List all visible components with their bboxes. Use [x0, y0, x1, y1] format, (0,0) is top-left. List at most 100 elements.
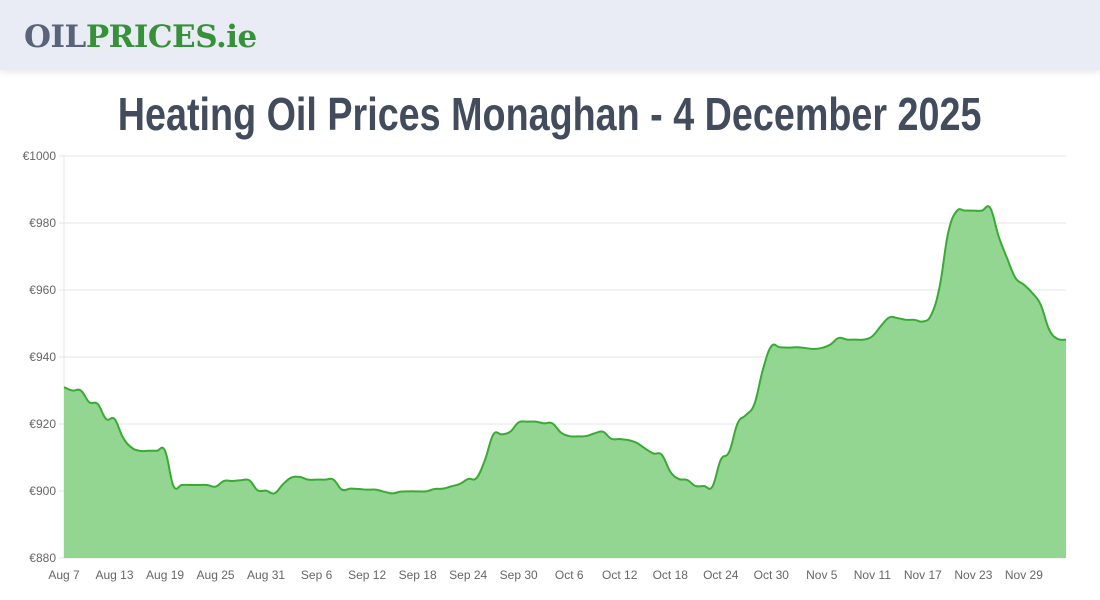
data-point[interactable] [617, 436, 623, 442]
data-point[interactable] [903, 317, 909, 323]
data-point[interactable] [314, 477, 320, 483]
data-point[interactable] [61, 384, 67, 390]
data-point[interactable] [137, 448, 143, 454]
data-point[interactable] [356, 486, 362, 492]
data-point[interactable] [852, 337, 858, 343]
data-point[interactable] [69, 388, 75, 394]
data-point[interactable] [600, 429, 606, 435]
data-point[interactable] [819, 345, 825, 351]
data-point[interactable] [1021, 282, 1027, 288]
data-point[interactable] [878, 323, 884, 329]
data-point[interactable] [558, 429, 564, 435]
data-point[interactable] [457, 481, 463, 487]
data-point[interactable] [229, 478, 235, 484]
data-point[interactable] [280, 481, 286, 487]
data-point[interactable] [701, 483, 707, 489]
data-point[interactable] [1046, 327, 1052, 333]
data-point[interactable] [920, 318, 926, 324]
data-point[interactable] [533, 419, 539, 425]
data-point[interactable] [196, 482, 202, 488]
data-point[interactable] [381, 489, 387, 495]
data-point[interactable] [1029, 290, 1035, 296]
data-point[interactable] [827, 342, 833, 348]
data-point[interactable] [339, 487, 345, 493]
data-point[interactable] [398, 489, 404, 495]
data-point[interactable] [634, 440, 640, 446]
data-point[interactable] [415, 488, 421, 494]
data-point[interactable] [1012, 275, 1018, 281]
data-point[interactable] [255, 487, 261, 493]
data-point[interactable] [802, 345, 808, 351]
data-point[interactable] [516, 419, 522, 425]
data-point[interactable] [987, 205, 993, 211]
data-point[interactable] [861, 337, 867, 343]
data-point[interactable] [625, 437, 631, 443]
data-point[interactable] [103, 416, 109, 422]
data-point[interactable] [507, 429, 513, 435]
data-point[interactable] [499, 431, 505, 437]
data-point[interactable] [1055, 336, 1061, 342]
data-point[interactable] [297, 474, 303, 480]
data-point[interactable] [1004, 255, 1010, 261]
data-point[interactable] [406, 488, 412, 494]
data-point[interactable] [187, 482, 193, 488]
data-point[interactable] [726, 449, 732, 455]
data-point[interactable] [810, 346, 816, 352]
data-point[interactable] [440, 486, 446, 492]
data-point[interactable] [650, 450, 656, 456]
data-point[interactable] [154, 448, 160, 454]
data-point[interactable] [246, 477, 252, 483]
data-point[interactable] [886, 314, 892, 320]
data-point[interactable] [962, 208, 968, 214]
data-point[interactable] [364, 487, 370, 493]
data-point[interactable] [591, 430, 597, 436]
data-point[interactable] [785, 345, 791, 351]
data-point[interactable] [768, 343, 774, 349]
data-point[interactable] [659, 452, 665, 458]
data-point[interactable] [95, 401, 101, 407]
data-point[interactable] [869, 333, 875, 339]
data-point[interactable] [474, 475, 480, 481]
data-point[interactable] [979, 208, 985, 214]
data-point[interactable] [642, 445, 648, 451]
data-point[interactable] [162, 448, 168, 454]
data-point[interactable] [844, 337, 850, 343]
data-point[interactable] [709, 484, 715, 490]
data-point[interactable] [667, 469, 673, 475]
data-point[interactable] [794, 344, 800, 350]
data-point[interactable] [996, 233, 1002, 239]
data-point[interactable] [718, 457, 724, 463]
site-logo[interactable]: OILPRICES.ie [24, 17, 257, 57]
data-point[interactable] [566, 433, 572, 439]
data-point[interactable] [204, 482, 210, 488]
data-point[interactable] [945, 230, 951, 236]
data-point[interactable] [836, 335, 842, 341]
data-point[interactable] [524, 419, 530, 425]
data-point[interactable] [145, 448, 151, 454]
data-point[interactable] [238, 477, 244, 483]
data-point[interactable] [389, 490, 395, 496]
data-point[interactable] [760, 367, 766, 373]
data-point[interactable] [970, 208, 976, 214]
data-point[interactable] [693, 483, 699, 489]
data-point[interactable] [322, 477, 328, 483]
data-point[interactable] [120, 434, 126, 440]
data-point[interactable] [112, 416, 118, 422]
data-point[interactable] [583, 433, 589, 439]
data-point[interactable] [272, 490, 278, 496]
data-point[interactable] [179, 482, 185, 488]
data-point[interactable] [777, 344, 783, 350]
data-point[interactable] [549, 420, 555, 426]
data-point[interactable] [78, 388, 84, 394]
data-point[interactable] [373, 487, 379, 493]
data-point[interactable] [911, 317, 917, 323]
data-point[interactable] [423, 488, 429, 494]
data-point[interactable] [288, 475, 294, 481]
data-point[interactable] [937, 283, 943, 289]
data-point[interactable] [128, 444, 134, 450]
data-point[interactable] [86, 399, 92, 405]
data-point[interactable] [735, 420, 741, 426]
data-point[interactable] [465, 476, 471, 482]
data-point[interactable] [490, 431, 496, 437]
data-point[interactable] [431, 486, 437, 492]
